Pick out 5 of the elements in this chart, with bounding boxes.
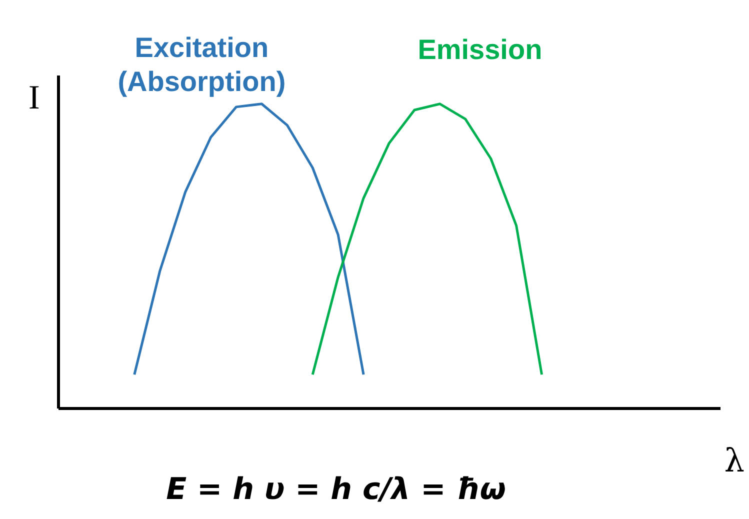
y-axis-title: I [28, 80, 40, 116]
x-axis-title: λ [724, 442, 744, 480]
series-label: Emission [418, 34, 542, 65]
series-label: Excitation (Absorption) [118, 32, 286, 97]
text: E = h υ = h c/λ = ħω [166, 472, 506, 507]
